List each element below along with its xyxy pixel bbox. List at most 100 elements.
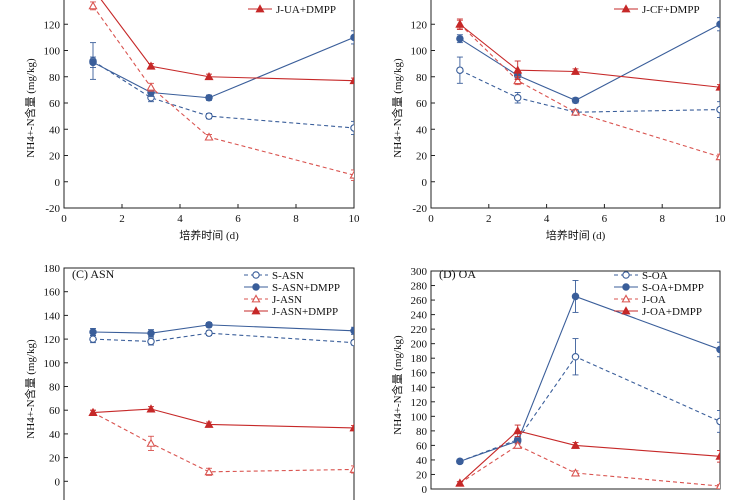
data-point	[513, 75, 523, 85]
y-tick-label: 120	[411, 19, 428, 31]
data-point	[715, 451, 720, 460]
y-tick-label: 20	[49, 151, 61, 163]
legend-marker	[251, 306, 261, 315]
y-tick-label: 100	[411, 411, 428, 423]
legend-label: J-OA+DMPP	[642, 306, 702, 318]
y-tick-label: 220	[411, 324, 428, 336]
data-point	[89, 58, 97, 67]
data-point	[570, 468, 581, 477]
series-line	[459, 430, 720, 484]
x-tick-label: 10	[715, 213, 727, 225]
data-point	[513, 440, 523, 449]
y-tick-label: 20	[416, 469, 428, 481]
y-tick-label: 40	[416, 124, 428, 136]
y-tick-label: 180	[44, 263, 61, 275]
legend-label: J-ASN+DMPP	[272, 306, 338, 318]
plot-area	[455, 279, 720, 489]
data-point	[715, 82, 720, 91]
legend-marker	[622, 271, 630, 279]
series-s-asn	[89, 329, 354, 347]
legend-label: S-OA	[642, 270, 668, 282]
y-tick-label: 60	[49, 405, 61, 417]
y-tick-label: 60	[49, 98, 61, 110]
series-j-ua	[88, 1, 354, 181]
panel-c: 0 20 40 60 80 100 120 140 160 180 NH4+-N含量 (mg/kg)…	[23, 263, 355, 500]
series-s-cf	[456, 56, 720, 118]
series-line	[459, 23, 720, 158]
data-point	[349, 75, 354, 85]
series-j-cf	[455, 19, 720, 161]
legend-marker	[621, 4, 631, 13]
data-point	[147, 329, 155, 337]
y-tick-label: 60	[416, 98, 428, 110]
legend-label: S-ASN+DMPP	[272, 282, 340, 294]
data-point	[513, 94, 522, 102]
data-point	[146, 61, 156, 70]
legend-item: S-OA	[614, 270, 668, 282]
data-point	[205, 94, 213, 102]
y-tick-label: 60	[416, 440, 428, 452]
data-point	[513, 426, 523, 435]
y-tick-label: -20	[45, 203, 60, 215]
y-axis-label: NH4+-N含量 (mg/kg)	[390, 58, 404, 158]
data-point	[716, 20, 720, 28]
series-s-ua	[89, 42, 354, 135]
data-point	[570, 107, 581, 116]
legend-label: J-OA	[642, 294, 666, 306]
x-axis-label: 培养时间 (d)	[546, 228, 606, 242]
data-point	[89, 335, 97, 343]
legend-label: J-UA+DMPP	[276, 4, 336, 16]
panel-title: (D) OA	[439, 267, 476, 281]
x-tick-label: 2	[486, 213, 492, 225]
x-tick-label: 2	[119, 213, 125, 225]
y-tick-label: 40	[49, 429, 61, 441]
legend-item: J-CF+DMPP	[614, 4, 700, 16]
legend-item: S-ASN+DMPP	[244, 282, 340, 294]
panel-title: (C) ASN	[72, 267, 115, 281]
series-line	[92, 36, 354, 99]
y-tick-label: 0	[422, 484, 428, 496]
x-tick-label: 0	[428, 213, 434, 225]
y-axis-label: NH4+-N含量 (mg/kg)	[23, 339, 37, 439]
data-point	[204, 132, 214, 141]
legend-marker	[255, 4, 265, 13]
data-point	[350, 338, 354, 347]
legend-label: S-ASN	[272, 270, 304, 282]
data-point	[715, 481, 720, 489]
data-point	[349, 170, 354, 179]
y-tick-label: 40	[49, 124, 61, 136]
x-tick-label: 6	[235, 213, 241, 225]
legend: J-CF+DMPP	[614, 4, 700, 16]
data-point	[455, 19, 465, 28]
series-s-asn-dmpp	[89, 321, 354, 338]
y-tick-label: 80	[416, 72, 428, 84]
data-point	[147, 337, 155, 346]
data-point	[571, 292, 580, 301]
legend-marker	[622, 283, 630, 291]
data-point	[571, 96, 580, 105]
series-line	[92, 332, 354, 344]
series-s-oa	[456, 338, 720, 466]
data-point	[146, 404, 156, 413]
y-tick-label: 0	[55, 177, 61, 189]
x-tick-label: 6	[602, 213, 608, 225]
legend-item: S-ASN	[244, 270, 304, 282]
data-point	[350, 124, 354, 132]
data-point	[716, 417, 720, 426]
data-point	[350, 327, 354, 335]
series-line	[459, 23, 720, 101]
y-tick-label: 80	[49, 382, 61, 394]
series-line	[92, 408, 354, 429]
plot-frame	[63, 267, 355, 500]
legend-item: J-ASN	[244, 294, 302, 306]
y-tick-label: 80	[416, 426, 428, 438]
legend-item: J-ASN+DMPP	[244, 306, 338, 318]
y-tick-label: 140	[44, 310, 61, 322]
series-s-ua-dmpp	[89, 30, 354, 102]
legend-item: J-UA+DMPP	[248, 4, 336, 16]
data-point	[146, 438, 156, 447]
data-point	[204, 467, 214, 476]
